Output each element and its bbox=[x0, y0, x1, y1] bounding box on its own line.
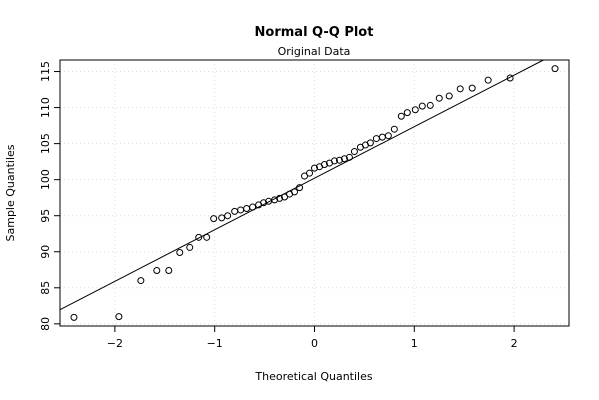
y-tick-label-7: 115 bbox=[39, 61, 52, 82]
data-point-27 bbox=[311, 164, 318, 172]
reference-line bbox=[59, 59, 544, 311]
y-tick-label-0: 80 bbox=[39, 317, 52, 331]
data-point-42 bbox=[390, 125, 398, 133]
data-point-11 bbox=[224, 212, 232, 220]
data-point-7 bbox=[195, 233, 203, 241]
data-point-54 bbox=[551, 65, 559, 73]
x-tick-label-1: −1 bbox=[207, 337, 223, 350]
data-point-6 bbox=[186, 243, 194, 251]
data-point-45 bbox=[411, 106, 419, 114]
data-point-1 bbox=[115, 313, 123, 321]
data-point-47 bbox=[426, 101, 434, 109]
data-point-44 bbox=[403, 109, 411, 117]
chart-subtitle: Original Data bbox=[278, 45, 351, 58]
data-point-24 bbox=[296, 184, 304, 192]
data-point-15 bbox=[249, 203, 257, 211]
data-point-38 bbox=[366, 139, 374, 147]
x-tick-label-3: 1 bbox=[411, 337, 418, 350]
y-axis: 80 85 90 95 100 105 110 115 bbox=[39, 61, 61, 331]
data-point-35 bbox=[350, 148, 358, 156]
x-tick-label-0: −2 bbox=[107, 337, 123, 350]
x-axis-label: Theoretical Quantiles bbox=[254, 370, 372, 383]
data-point-10 bbox=[218, 214, 226, 222]
grid bbox=[60, 60, 569, 326]
chart-title: Normal Q-Q Plot bbox=[255, 25, 374, 40]
x-tick-label-2: 0 bbox=[311, 337, 318, 350]
data-point-41 bbox=[384, 132, 392, 140]
x-tick-label-4: 2 bbox=[511, 337, 518, 350]
data-point-51 bbox=[468, 84, 476, 92]
data-point-31 bbox=[330, 157, 338, 165]
data-point-9 bbox=[210, 215, 218, 223]
data-points bbox=[70, 65, 559, 321]
y-axis-label: Sample Quantiles bbox=[4, 144, 17, 241]
data-point-50 bbox=[456, 85, 464, 93]
x-axis: −2 −1 0 1 2 bbox=[107, 325, 518, 350]
data-point-33 bbox=[340, 155, 348, 163]
y-tick-label-4: 100 bbox=[39, 169, 52, 190]
data-point-21 bbox=[281, 193, 289, 201]
data-point-43 bbox=[397, 112, 405, 120]
data-point-53 bbox=[506, 74, 514, 82]
y-tick-label-6: 110 bbox=[39, 97, 52, 118]
data-point-0 bbox=[70, 313, 78, 321]
data-point-34 bbox=[345, 153, 353, 161]
data-point-32 bbox=[335, 156, 343, 164]
y-tick-label-3: 95 bbox=[39, 209, 52, 223]
data-point-23 bbox=[291, 188, 299, 196]
data-point-52 bbox=[484, 76, 492, 84]
data-point-3 bbox=[153, 266, 161, 274]
reference-line-layer bbox=[59, 59, 544, 311]
data-point-49 bbox=[445, 92, 453, 100]
data-point-25 bbox=[301, 172, 309, 180]
y-tick-label-5: 105 bbox=[39, 133, 52, 154]
data-point-4 bbox=[165, 266, 173, 274]
data-point-5 bbox=[176, 248, 184, 256]
data-point-8 bbox=[203, 233, 211, 241]
data-point-19 bbox=[271, 196, 279, 204]
data-point-2 bbox=[137, 277, 145, 285]
data-point-48 bbox=[435, 94, 443, 102]
y-tick-label-1: 85 bbox=[39, 281, 52, 295]
data-point-20 bbox=[276, 194, 284, 202]
data-point-17 bbox=[260, 199, 268, 207]
data-point-29 bbox=[320, 161, 328, 169]
data-point-46 bbox=[418, 102, 426, 110]
y-tick-label-2: 90 bbox=[39, 245, 52, 259]
data-point-26 bbox=[306, 169, 314, 177]
